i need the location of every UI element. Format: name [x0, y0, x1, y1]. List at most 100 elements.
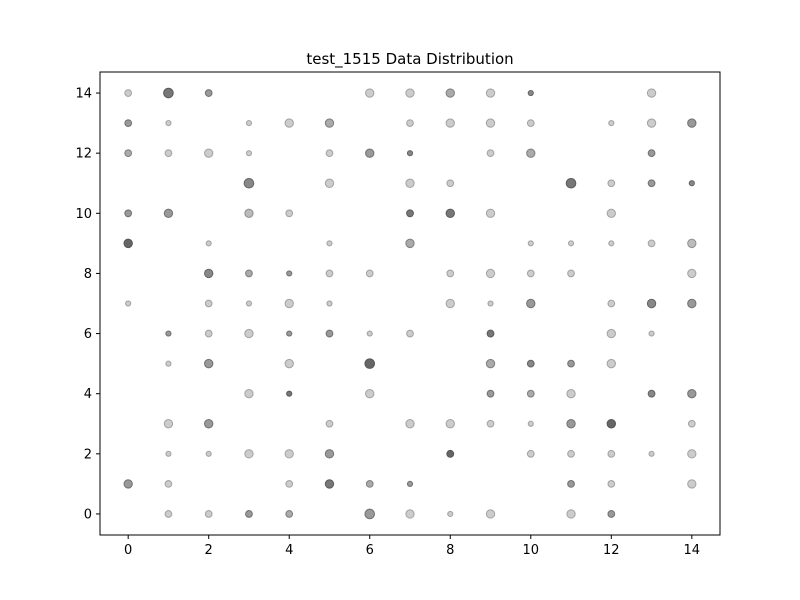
data-point	[608, 240, 615, 247]
data-point	[284, 118, 294, 128]
data-point	[566, 509, 576, 519]
y-tick-label: 14	[75, 87, 92, 102]
data-point	[446, 449, 455, 458]
x-tick-label: 4	[285, 543, 293, 558]
data-point	[405, 509, 415, 519]
data-point	[165, 330, 172, 337]
data-point	[163, 419, 174, 429]
data-point	[606, 358, 616, 369]
data-point	[163, 208, 174, 219]
data-point	[284, 298, 294, 309]
data-point	[245, 269, 253, 278]
data-point	[325, 329, 334, 338]
data-point	[486, 389, 495, 398]
y-axis: 0 2 4 6 8 10 12 14	[75, 87, 100, 522]
data-point	[124, 119, 133, 128]
data-point	[646, 298, 657, 309]
data-point	[606, 328, 616, 339]
data-point	[526, 148, 536, 158]
data-point	[365, 148, 375, 158]
data-point	[204, 148, 214, 158]
data-point	[406, 480, 414, 487]
data-point	[527, 420, 534, 427]
data-point	[486, 329, 495, 338]
data-point	[164, 479, 173, 488]
data-point	[687, 268, 697, 279]
data-point	[285, 479, 294, 488]
data-point	[566, 388, 576, 399]
data-point	[405, 178, 415, 188]
data-point	[324, 479, 335, 489]
data-point	[284, 358, 294, 369]
data-point	[447, 510, 454, 518]
data-point	[607, 299, 616, 308]
data-point	[406, 119, 414, 128]
data-point	[688, 180, 695, 187]
data-point	[446, 269, 455, 278]
data-point	[245, 120, 253, 127]
data-point	[286, 270, 293, 277]
data-point	[526, 269, 535, 278]
data-point	[526, 298, 536, 309]
data-point	[487, 300, 494, 307]
data-point	[646, 118, 657, 128]
data-point	[526, 389, 535, 398]
data-point	[648, 450, 655, 457]
data-point	[567, 359, 575, 368]
data-point	[324, 449, 335, 459]
data-point	[486, 419, 495, 428]
data-point	[687, 298, 697, 309]
data-point	[326, 300, 333, 307]
data-point	[285, 510, 294, 518]
data-point	[245, 300, 253, 307]
data-point	[245, 150, 253, 157]
data-point	[204, 419, 214, 429]
data-point	[364, 358, 376, 369]
data-point	[123, 479, 133, 489]
data-point	[325, 149, 334, 158]
data-point	[205, 450, 212, 457]
data-point	[204, 510, 213, 518]
data-point	[286, 390, 293, 397]
data-point	[687, 238, 697, 249]
data-point	[165, 120, 172, 127]
data-point	[567, 240, 575, 247]
x-tick-label: 8	[446, 543, 454, 558]
plot-area-frame	[99, 71, 721, 536]
data-point	[244, 388, 254, 399]
data-point	[125, 300, 132, 307]
data-point	[405, 419, 415, 429]
x-tick-label: 10	[523, 543, 540, 558]
data-point	[648, 330, 655, 337]
data-point	[445, 419, 455, 429]
y-tick-label: 8	[84, 267, 92, 282]
data-point	[607, 510, 616, 518]
data-point	[124, 209, 133, 218]
data-point	[405, 238, 415, 249]
data-point	[286, 330, 293, 337]
data-point	[365, 88, 375, 98]
chart-title: test_1515 Data Distribution	[306, 50, 513, 69]
data-point	[566, 419, 576, 429]
data-point	[607, 449, 616, 458]
data-point	[365, 269, 374, 278]
data-point	[445, 208, 455, 219]
y-tick-label: 0	[84, 507, 92, 522]
data-point	[324, 118, 335, 128]
data-point	[567, 479, 575, 488]
data-point	[646, 88, 657, 98]
data-point	[124, 89, 133, 97]
data-point	[687, 479, 697, 489]
data-point	[647, 389, 656, 398]
data-point	[165, 450, 172, 457]
data-point	[364, 508, 376, 520]
data-point	[526, 119, 535, 128]
points-layer	[123, 87, 697, 520]
data-point	[163, 87, 174, 99]
x-axis: 0 2 4 6 8 10 12 14	[124, 535, 700, 558]
data-point	[204, 268, 214, 279]
data-point	[365, 479, 374, 488]
x-tick-label: 12	[603, 543, 620, 558]
data-point	[445, 88, 455, 98]
